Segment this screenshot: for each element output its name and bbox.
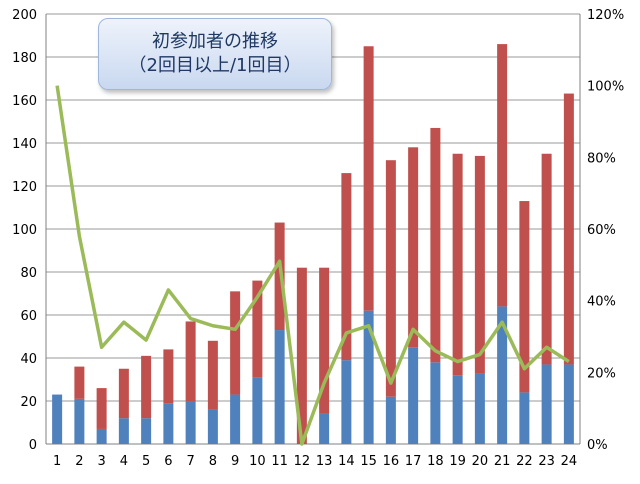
bar-segment-base (563, 364, 574, 444)
y-tick-label: 200 (12, 8, 37, 23)
y2-tick-label: 120% (587, 8, 624, 23)
x-tick-label: 2 (75, 454, 83, 469)
bar-segment-base (497, 306, 508, 444)
x-tick-label: 1 (53, 454, 61, 469)
x-tick-label: 9 (231, 454, 239, 469)
bar-segment-base (207, 409, 218, 444)
x-tick-label: 6 (164, 454, 172, 469)
x-tick-label: 23 (538, 454, 555, 469)
y-tick-label: 120 (12, 180, 37, 195)
y-tick-label: 0 (29, 438, 37, 453)
bar-segment-base (74, 398, 85, 444)
bar-segment-top (363, 46, 374, 311)
y-tick-label: 80 (20, 266, 37, 281)
y-tick-label: 40 (20, 352, 37, 367)
x-tick-label: 5 (142, 454, 150, 469)
x-tick-label: 4 (120, 454, 128, 469)
bar-segment-base (52, 394, 63, 444)
bar-segment-top (408, 147, 419, 348)
bar-segment-base (408, 347, 419, 444)
y-tick-label: 140 (12, 137, 37, 152)
bar-segment-base (274, 330, 285, 444)
x-tick-label: 20 (472, 454, 489, 469)
bar-segment-top (563, 93, 574, 365)
chart-title-line-2: （2回目以上/1回目） (128, 55, 302, 76)
bar-segment-base (385, 396, 396, 444)
x-tick-label: 22 (516, 454, 533, 469)
bar-segment-base (474, 373, 485, 444)
x-tick-label: 7 (186, 454, 194, 469)
chart-title-line-1: 初参加者の推移 (152, 31, 278, 52)
bar-segment-base (230, 394, 241, 444)
bar-segment-top (430, 127, 441, 363)
x-tick-label: 18 (427, 454, 444, 469)
bar-segment-top (274, 222, 285, 331)
bar-segment-base (519, 392, 530, 444)
bar-segment-base (185, 401, 196, 444)
bar-segment-base (430, 362, 441, 444)
bar-segment-top (252, 280, 263, 378)
bar-segment-top (452, 153, 463, 376)
bar-segment-top (141, 355, 152, 419)
x-tick-label: 3 (97, 454, 105, 469)
bar-segment-top (230, 291, 241, 395)
bar-segment-base (452, 375, 463, 444)
bar-segment-top (118, 368, 129, 419)
bar-segment-top (519, 201, 530, 393)
bar-segment-top (319, 267, 330, 414)
bar-segment-top (474, 155, 485, 374)
bar-segment-top (163, 349, 174, 404)
x-tick-label: 24 (561, 454, 578, 469)
x-tick-label: 10 (249, 454, 266, 469)
y-tick-label: 180 (12, 51, 37, 66)
x-tick-label: 12 (294, 454, 311, 469)
ratio-line (55, 85, 570, 446)
bar-segment-top (207, 340, 218, 410)
x-tick-label: 8 (209, 454, 217, 469)
x-tick-label: 17 (405, 454, 422, 469)
y2-tick-label: 0% (587, 438, 608, 453)
x-tick-label: 16 (383, 454, 400, 469)
y-tick-label: 160 (12, 94, 37, 109)
bar-segment-base (363, 310, 374, 444)
y2-tick-label: 100% (587, 80, 624, 95)
bar-segment-base (319, 413, 330, 444)
bar-segment-base (118, 418, 129, 444)
bar-segment-top (541, 153, 552, 365)
bar-segment-top (497, 44, 508, 307)
y-tick-label: 100 (12, 223, 37, 238)
bar-segment-base (141, 418, 152, 444)
x-tick-label: 15 (360, 454, 377, 469)
y2-tick-label: 40% (587, 295, 616, 310)
x-tick-label: 19 (449, 454, 466, 469)
bar-segment-base (341, 360, 352, 444)
y2-tick-label: 20% (587, 366, 616, 381)
bar-segment-base (252, 377, 263, 444)
bar-segment-top (185, 321, 196, 401)
x-tick-label: 13 (316, 454, 333, 469)
bar-segment-base (163, 403, 174, 444)
y2-tick-label: 80% (587, 151, 616, 166)
bar-segment-top (296, 267, 307, 444)
bar-segment-top (341, 173, 352, 361)
bar-segment-base (541, 364, 552, 444)
bar-segment-top (96, 388, 107, 429)
bar-segment-base (96, 428, 107, 444)
x-tick-label: 21 (494, 454, 511, 469)
x-tick-label: 11 (271, 454, 288, 469)
bar-segment-top (74, 366, 85, 399)
y-tick-label: 20 (20, 395, 37, 410)
x-tick-label: 14 (338, 454, 355, 469)
chart-title-box: 初参加者の推移 （2回目以上/1回目） (98, 18, 332, 90)
y-tick-label: 60 (20, 309, 37, 324)
bar-segment-top (385, 160, 396, 397)
y2-tick-label: 60% (587, 223, 616, 238)
